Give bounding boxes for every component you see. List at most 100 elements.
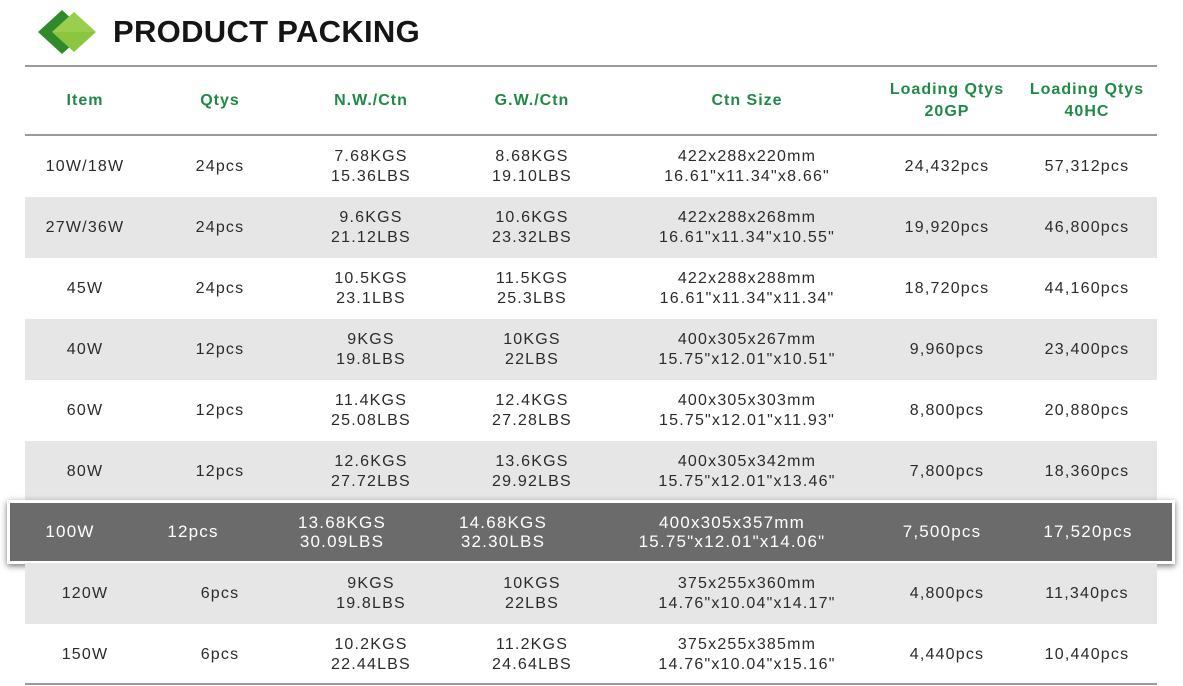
cell-qty-value: 12pcs [195, 401, 245, 419]
cell-loading-20gp: 4,800pcs [877, 563, 1017, 624]
cell-item: 27W/36W [25, 197, 145, 258]
cell-loading-40hc: 18,360pcs [1017, 441, 1157, 502]
cell-net-weight-value: 9KGS [347, 575, 395, 592]
cell-net-weight-value: 19.8LBS [336, 594, 406, 612]
cell-ctn-size-value: 16.61"x11.34"x10.55" [659, 228, 835, 246]
table-row: 60W 12pcs 11.4KGS 25.08LBS 12.4KGS 27.28LBS 40… [25, 380, 1157, 441]
cell-item-value: 45W [66, 279, 104, 297]
cell-gross-weight-value: 19.10LBS [492, 167, 572, 185]
cell-ctn-size-value: 400x305x303mm [677, 392, 817, 409]
cell-loading-20gp-value: 18,720pcs [904, 279, 990, 297]
cell-qty: 24pcs [145, 136, 295, 197]
cell-item-value: 60W [66, 401, 104, 419]
cell-gross-weight-value: 11.2KGS [495, 636, 569, 653]
cell-loading-40hc-value: 23,400pcs [1044, 340, 1130, 358]
cell-item: 40W [25, 319, 145, 380]
cell-loading-20gp-value: 9,960pcs [909, 340, 985, 358]
cell-net-weight-value: 19.8LBS [336, 350, 406, 368]
cell-gross-weight-value: 27.28LBS [492, 411, 572, 429]
cell-item: 120W [25, 563, 145, 624]
cell-loading-20gp: 18,720pcs [877, 258, 1017, 319]
cell-ctn-size-value: 375x255x360mm [677, 575, 817, 592]
cell-loading-20gp-value: 7,800pcs [909, 462, 985, 480]
cell-net-weight: 11.4KGS 25.08LBS [295, 380, 447, 441]
cell-qty: 6pcs [145, 624, 295, 685]
cell-ctn-size: 400x305x357mm 15.75"x12.01"x14.06" [602, 503, 862, 561]
cell-qty-value: 24pcs [195, 157, 245, 175]
cell-ctn-size-value: 15.75"x12.01"x13.46" [658, 472, 836, 490]
cell-loading-40hc-value: 18,360pcs [1044, 462, 1130, 480]
table-row: 80W 12pcs 12.6KGS 27.72LBS 13.6KGS 29.92LBS 40… [25, 441, 1157, 502]
cell-gross-weight: 11.5KGS 25.3LBS [447, 258, 617, 319]
cell-ctn-size-value: 15.75"x12.01"x10.51" [658, 350, 836, 368]
cell-loading-40hc: 10,440pcs [1017, 624, 1157, 685]
cell-ctn-size: 400x305x342mm 15.75"x12.01"x13.46" [617, 441, 877, 502]
cell-item-value: 80W [66, 462, 104, 480]
cell-qty: 12pcs [118, 503, 268, 561]
cell-gross-weight-value: 25.3LBS [497, 289, 567, 307]
cell-loading-40hc: 46,800pcs [1017, 197, 1157, 258]
cell-ctn-size: 400x305x303mm 15.75"x12.01"x11.93" [617, 380, 877, 441]
cell-net-weight-value: 15.36LBS [331, 167, 411, 185]
column-header-loading-20gp: Loading Qtys 20GP [889, 80, 1005, 120]
top-rule [25, 65, 1157, 67]
cell-item: 150W [25, 624, 145, 685]
cell-qty: 6pcs [145, 563, 295, 624]
cell-item-value: 10W/18W [45, 157, 125, 175]
cell-ctn-size-value: 14.76"x10.04"x15.16" [658, 655, 836, 673]
cell-net-weight: 9KGS 19.8LBS [295, 319, 447, 380]
cell-ctn-size-value: 14.76"x10.04"x14.17" [658, 594, 836, 612]
header-rule [25, 134, 1157, 136]
cell-loading-20gp: 7,800pcs [877, 441, 1017, 502]
cell-qty-value: 24pcs [195, 218, 245, 236]
column-header-nw: N.W./Ctn [334, 91, 408, 109]
cell-ctn-size: 375x255x385mm 14.76"x10.04"x15.16" [617, 624, 877, 685]
cell-ctn-size-value: 422x288x268mm [677, 209, 817, 226]
cell-net-weight-value: 21.12LBS [331, 228, 411, 246]
cell-ctn-size-value: 15.75"x12.01"x11.93" [659, 411, 835, 429]
cell-net-weight-value: 10.5KGS [334, 270, 408, 287]
cell-qty: 12pcs [145, 441, 295, 502]
cell-gross-weight-value: 29.92LBS [492, 472, 572, 490]
cell-gross-weight-value: 23.32LBS [492, 228, 572, 246]
cell-net-weight-value: 9KGS [347, 331, 395, 348]
cell-loading-20gp: 7,500pcs [872, 503, 1012, 561]
cell-net-weight: 9KGS 19.8LBS [295, 563, 447, 624]
cell-loading-40hc: 57,312pcs [1017, 136, 1157, 197]
cell-qty-value: 12pcs [167, 522, 219, 542]
cell-loading-40hc-value: 17,520pcs [1043, 522, 1133, 542]
cell-gross-weight-value: 10KGS [503, 575, 561, 592]
cell-item: 10W/18W [25, 136, 145, 197]
cell-loading-40hc: 44,160pcs [1017, 258, 1157, 319]
cell-net-weight: 12.6KGS 27.72LBS [295, 441, 447, 502]
cell-net-weight-value: 10.2KGS [334, 636, 408, 653]
cell-loading-40hc-value: 10,440pcs [1044, 645, 1130, 663]
cell-gross-weight-value: 10.6KGS [495, 209, 569, 226]
cell-gross-weight: 10KGS 22LBS [447, 319, 617, 380]
cell-ctn-size-value: 400x305x357mm [658, 512, 805, 532]
cell-loading-20gp: 24,432pcs [877, 136, 1017, 197]
cell-ctn-size-value: 375x255x385mm [677, 636, 817, 653]
cell-loading-20gp-value: 4,440pcs [909, 645, 985, 663]
cell-ctn-size: 422x288x268mm 16.61"x11.34"x10.55" [617, 197, 877, 258]
cell-net-weight: 9.6KGS 21.12LBS [295, 197, 447, 258]
column-header-gw: G.W./Ctn [494, 91, 570, 109]
cell-gross-weight-value: 12.4KGS [495, 392, 569, 409]
column-header-qtys: Qtys [200, 91, 240, 109]
cell-qty-value: 12pcs [195, 462, 245, 480]
cell-ctn-size: 400x305x267mm 15.75"x12.01"x10.51" [617, 319, 877, 380]
cell-ctn-size-value: 15.75"x12.01"x14.06" [638, 532, 826, 551]
cell-loading-20gp-value: 24,432pcs [904, 157, 990, 175]
cell-ctn-size-value: 400x305x342mm [677, 453, 817, 470]
cell-loading-40hc-value: 11,340pcs [1045, 584, 1129, 602]
cell-ctn-size: 422x288x220mm 16.61"x11.34"x8.66" [617, 136, 877, 197]
cell-gross-weight-value: 8.68KGS [495, 148, 569, 165]
cell-item: 100W [10, 503, 130, 561]
cell-loading-40hc: 20,880pcs [1017, 380, 1157, 441]
cell-net-weight: 10.2KGS 22.44LBS [295, 624, 447, 685]
cell-item-value: 120W [61, 584, 109, 602]
cell-ctn-size-value: 422x288x288mm [677, 270, 817, 287]
cell-net-weight-value: 12.6KGS [334, 453, 408, 470]
column-header-loading-40hc: Loading Qtys 40HC [1029, 80, 1145, 120]
page-header: PRODUCT PACKING [0, 0, 1183, 64]
